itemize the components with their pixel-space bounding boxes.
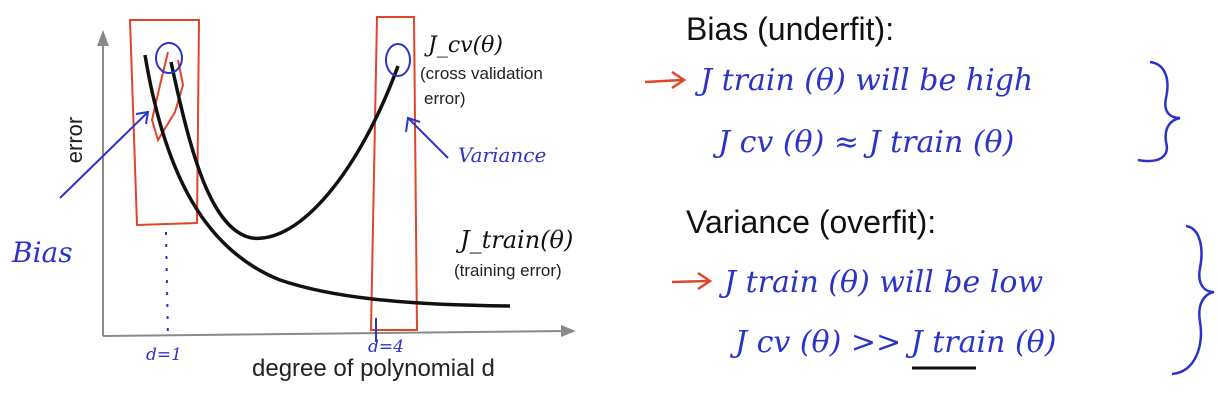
variance-region-box <box>369 16 419 331</box>
y-axis-label: error <box>62 117 87 163</box>
bias-line-1: J train (θ) will be high <box>694 63 1033 98</box>
notes-panel: Bias (underfit): J train (θ) will be hig… <box>644 11 1215 376</box>
bias-heading: Bias (underfit): <box>686 11 894 47</box>
train-error-curve <box>143 54 511 308</box>
d-high-annotation: d=4 <box>368 337 404 357</box>
train-curve-label: J_train(θ) <box>455 226 573 254</box>
cv-error-curve <box>169 61 400 240</box>
variance-brace <box>1171 224 1215 376</box>
variance-heading: Variance (overfit): <box>686 204 936 240</box>
x-axis-arrow-icon <box>561 325 576 337</box>
x-axis <box>102 330 566 337</box>
variance-line-2: J cv (θ) >> J train (θ) <box>729 325 1056 360</box>
variance-annotation: Variance <box>458 143 546 167</box>
variance-arrow <box>407 117 449 159</box>
error-plot: error degree of polynomial d J_cv(θ) (cr… <box>11 16 576 382</box>
x-axis-label: degree of polynomial d <box>252 355 495 382</box>
cv-curve-desc-1: (cross validation <box>420 64 543 83</box>
bias-region-box <box>128 19 201 227</box>
variance-line-1: J train (θ) will be low <box>718 265 1043 300</box>
bias-annotation: Bias <box>11 236 73 269</box>
variance-point-circle <box>385 43 411 77</box>
cv-curve-label: J_cv(θ) <box>424 33 503 58</box>
bias-line-2: J cv (θ) ≈ J train (θ) <box>712 125 1014 160</box>
train-curve-desc: (training error) <box>454 261 562 280</box>
y-axis-arrow-icon <box>97 30 109 46</box>
variance-arrow-head-icon <box>405 116 421 133</box>
d-low-annotation: d=1 <box>146 345 182 365</box>
bias-brace <box>1137 60 1181 163</box>
d-low-guide <box>165 231 169 341</box>
bias-arrow-head-icon <box>135 110 150 125</box>
bias-red-arrow-icon <box>644 70 687 90</box>
variance-red-arrow-icon <box>671 271 713 291</box>
cv-curve-desc-2: error) <box>424 89 466 108</box>
bias-point-circle <box>155 42 183 74</box>
bias-scribble <box>150 51 185 143</box>
bias-arrow <box>59 111 149 199</box>
